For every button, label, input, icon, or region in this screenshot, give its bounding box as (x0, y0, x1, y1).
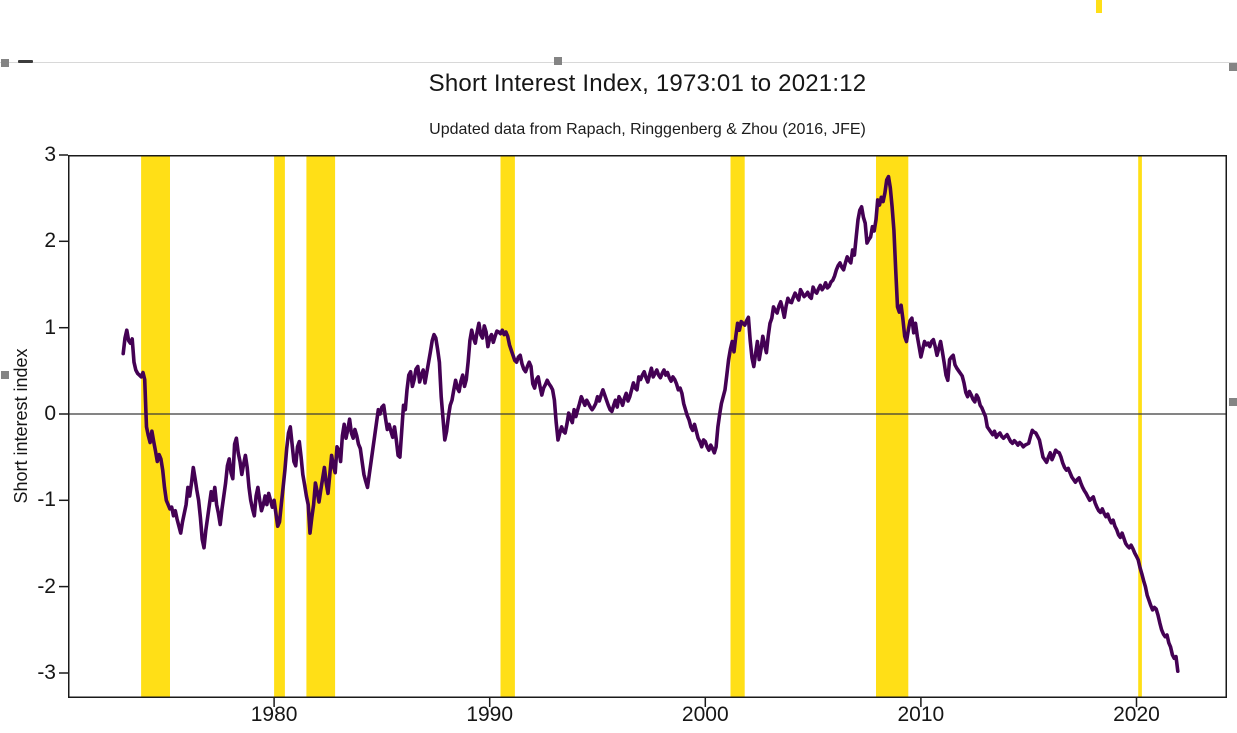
recession-band (306, 155, 336, 698)
chart-subtitle: Updated data from Rapach, Ringgenberg & … (429, 121, 866, 138)
recession-band (274, 155, 285, 698)
line-chart-plot-area (59, 154, 1227, 707)
y-tick-label: 3 (44, 143, 56, 166)
recession-band (876, 155, 909, 698)
recession-band (500, 155, 515, 698)
x-tick-label: 2010 (897, 703, 945, 726)
selection-handle-top-left[interactable] (1, 59, 9, 67)
selection-handle-top-center[interactable] (554, 57, 562, 65)
recession-band (730, 155, 745, 698)
y-tick-label: 0 (44, 401, 56, 425)
y-tick-label: 1 (44, 315, 56, 339)
short-interest-index-line (121, 174, 1180, 674)
x-tick-label: 1990 (466, 703, 514, 726)
partial-chart-above-artifact (1096, 0, 1102, 13)
x-tick-label: 2020 (1113, 703, 1160, 726)
recession-band (1138, 155, 1142, 698)
figure-top-border (0, 62, 1237, 63)
x-tick-label: 1980 (250, 703, 298, 726)
smudge-artifact (18, 60, 33, 63)
y-tick-label: -2 (37, 574, 56, 598)
y-tick-label: -1 (37, 488, 56, 512)
plot-border (68, 155, 1227, 698)
x-tick-label: 2000 (681, 703, 729, 726)
selection-handle-mid-left[interactable] (1, 371, 9, 379)
selection-handle-top-right[interactable] (1229, 63, 1237, 71)
y-tick-label: -3 (37, 660, 56, 684)
y-tick-label: 2 (44, 229, 56, 253)
chart-title: Short Interest Index, 1973:01 to 2021:12 (428, 70, 867, 97)
selection-handle-mid-right[interactable] (1229, 398, 1237, 406)
